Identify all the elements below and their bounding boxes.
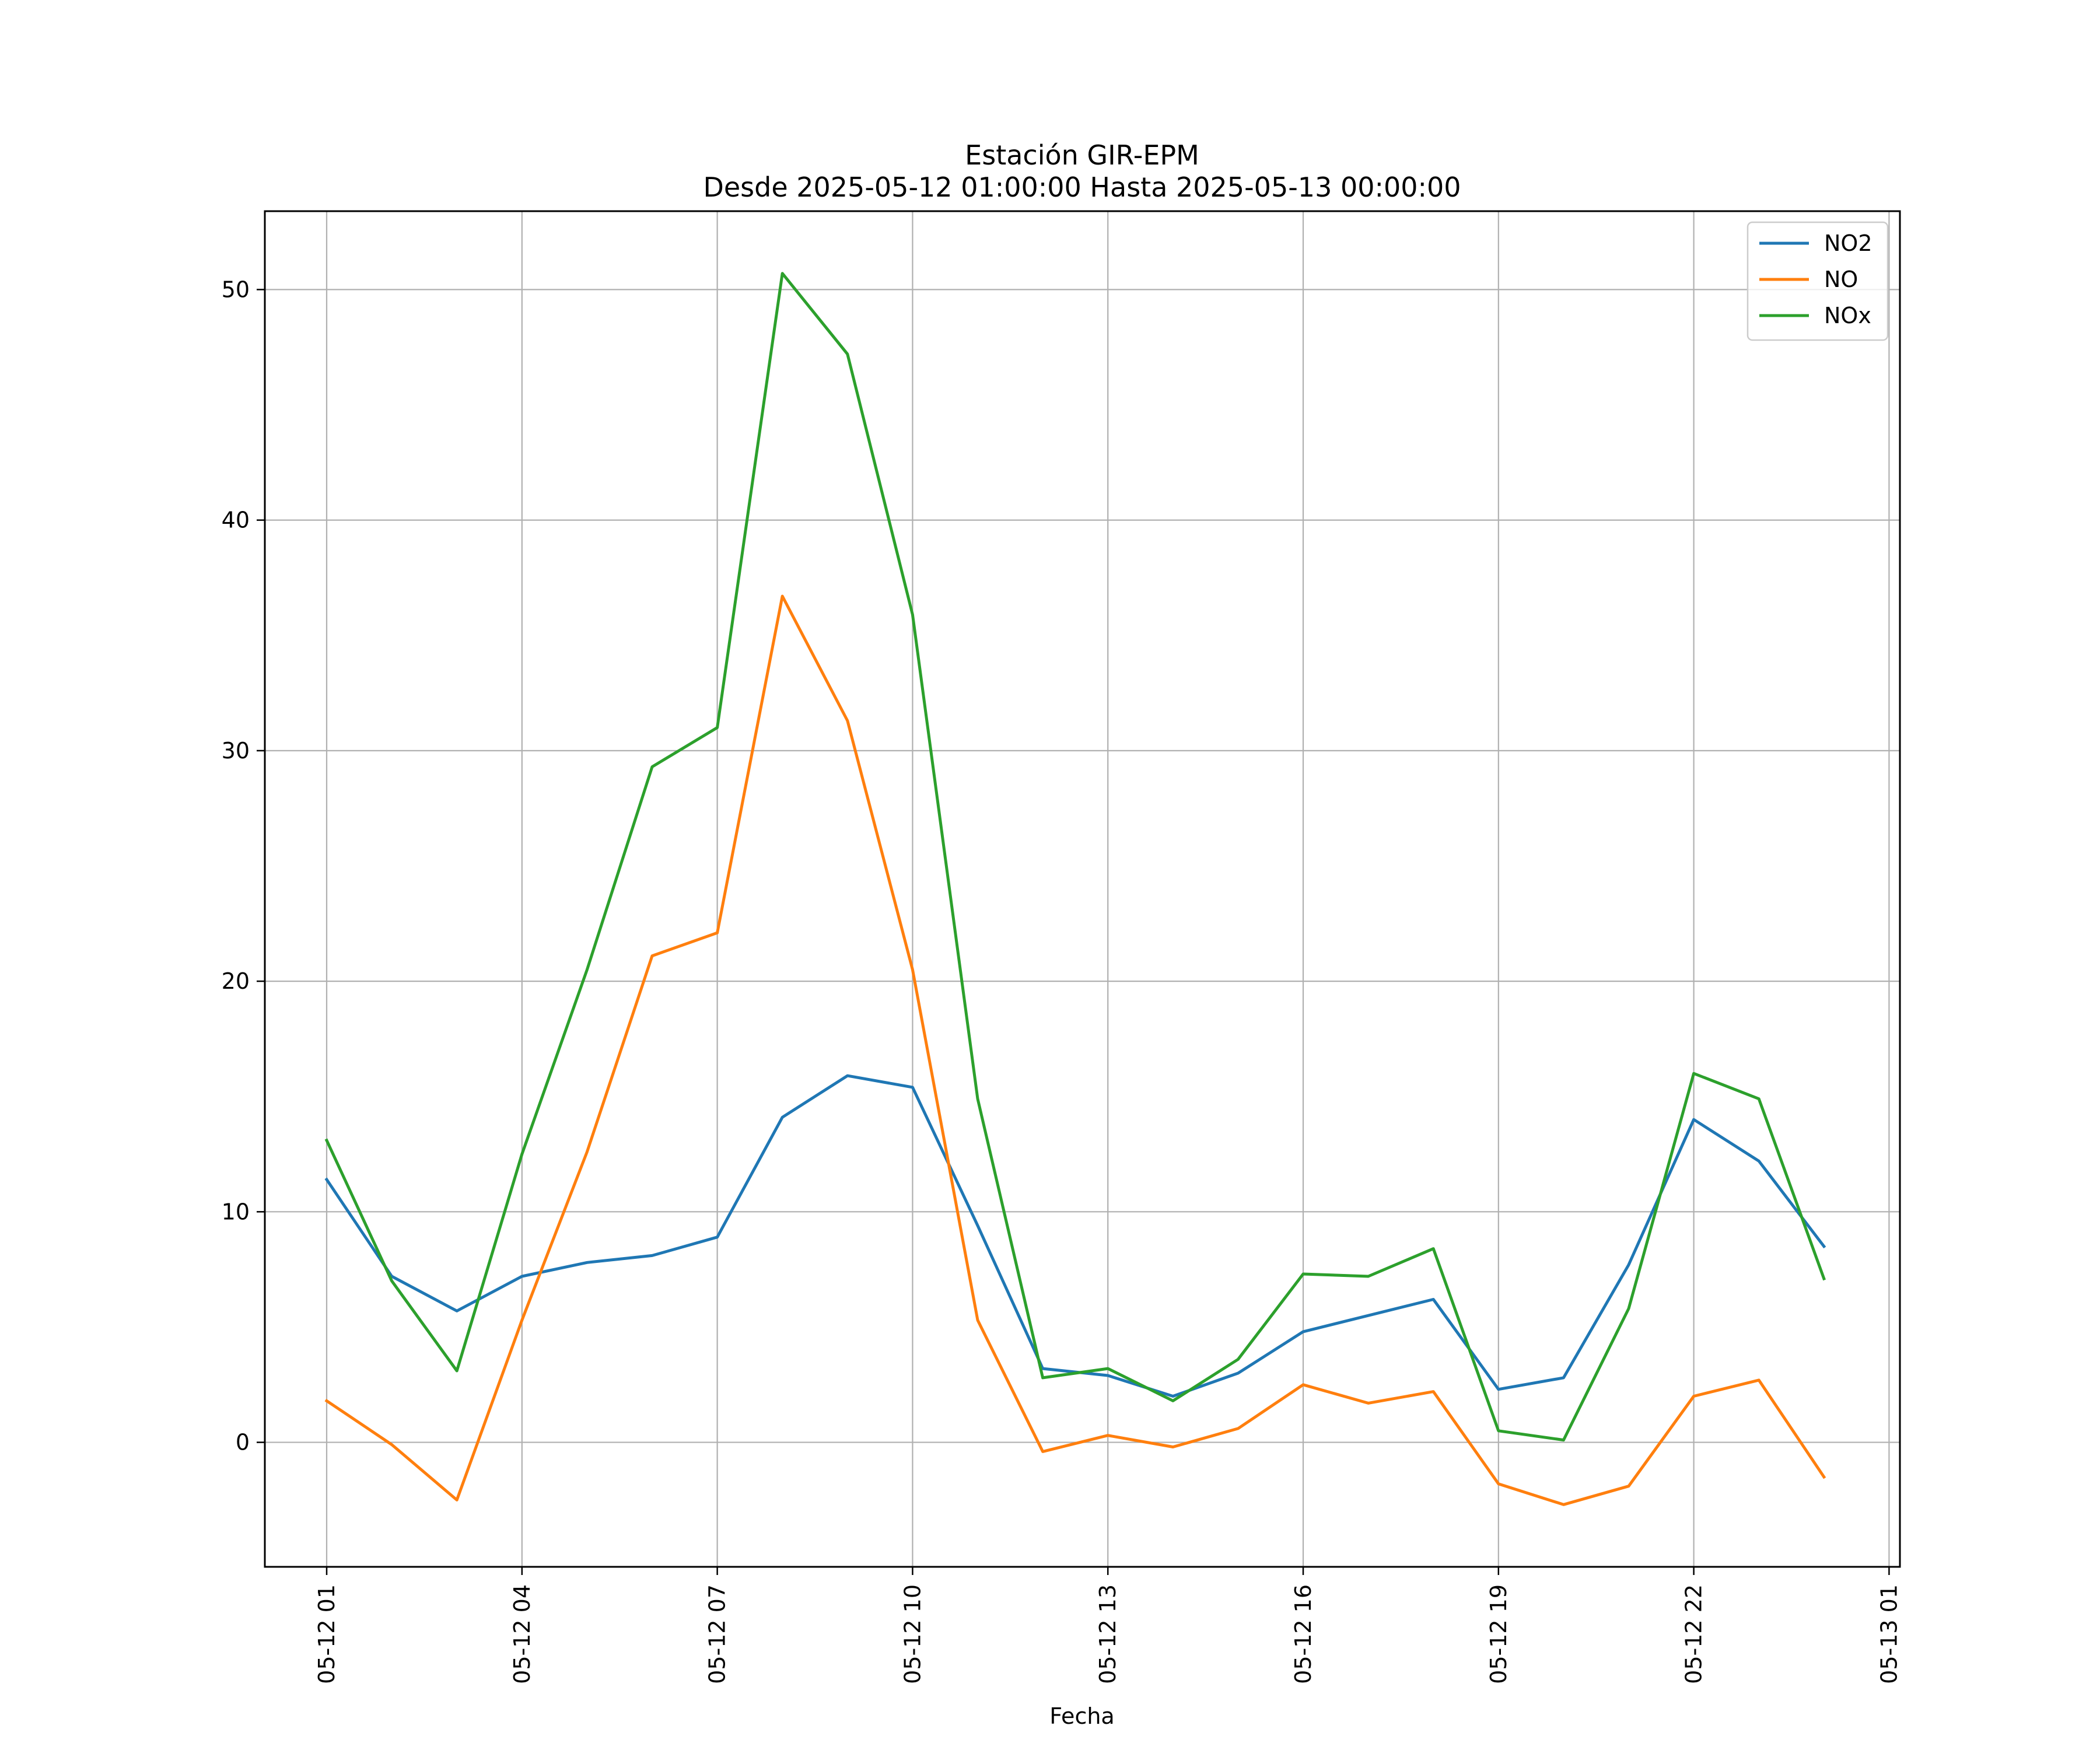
y-tick-label: 50: [222, 276, 250, 302]
y-tick-label: 30: [222, 738, 250, 764]
series-line-nox: [324, 272, 1826, 1442]
legend-label-no2: NO2: [1824, 230, 1873, 256]
x-tick-label: 05-12 04: [509, 1584, 535, 1684]
series-lines: [324, 272, 1826, 1506]
series-line-no: [324, 594, 1826, 1506]
x-tick-label: 05-12 10: [900, 1584, 925, 1684]
x-tick-label: 05-13 01: [1876, 1584, 1902, 1684]
legend-label-nox: NOx: [1824, 303, 1871, 328]
chart-title: Estación GIR-EPM: [965, 139, 1199, 171]
x-tick-label: 05-12 19: [1486, 1584, 1511, 1684]
x-axis-label: Fecha: [1049, 1703, 1114, 1729]
y-tick-label: 0: [236, 1430, 250, 1455]
plot-frame: [264, 210, 1901, 1568]
legend-label-no: NO: [1824, 267, 1858, 292]
legend: NO2 NO NOx: [1746, 221, 1889, 341]
x-tick-label: 05-12 16: [1290, 1584, 1316, 1684]
x-tick-label: 05-12 07: [705, 1584, 730, 1684]
legend-box: [1746, 221, 1889, 341]
chart-subtitle: Desde 2025-05-12 01:00:00 Hasta 2025-05-…: [703, 172, 1461, 203]
y-tick-label: 40: [222, 508, 250, 533]
x-tick-label: 05-12 22: [1681, 1584, 1707, 1684]
x-tick-label: 05-12 01: [314, 1584, 340, 1684]
y-tick-label: 10: [222, 1199, 250, 1224]
axis-ticks: 05-12 01 05-12 04 05-12 07 05-12 10 05-12 13…: [222, 276, 1902, 1684]
x-tick-label: 05-12 13: [1095, 1584, 1121, 1684]
y-tick-label: 20: [222, 968, 250, 994]
